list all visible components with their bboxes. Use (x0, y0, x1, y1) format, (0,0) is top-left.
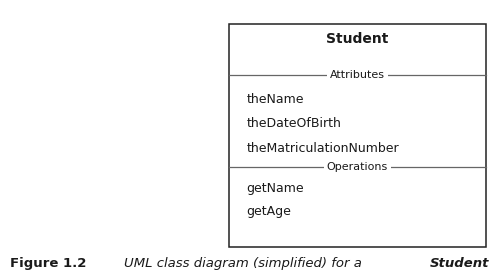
Text: theMatriculationNumber: theMatriculationNumber (246, 142, 399, 155)
Text: Attributes: Attributes (330, 70, 385, 80)
Text: theName: theName (246, 93, 304, 106)
Bar (229, 24, 485, 247)
Text: getAge: getAge (246, 205, 291, 218)
Text: Student: Student (430, 257, 490, 270)
Text: theDateOfBirth: theDateOfBirth (246, 117, 342, 130)
Text: getName: getName (246, 182, 304, 195)
Text: UML class diagram (simplified) for a: UML class diagram (simplified) for a (124, 257, 366, 270)
Text: Student: Student (326, 32, 389, 47)
Text: Operations: Operations (327, 162, 388, 172)
Text: Figure 1.2: Figure 1.2 (10, 257, 100, 270)
